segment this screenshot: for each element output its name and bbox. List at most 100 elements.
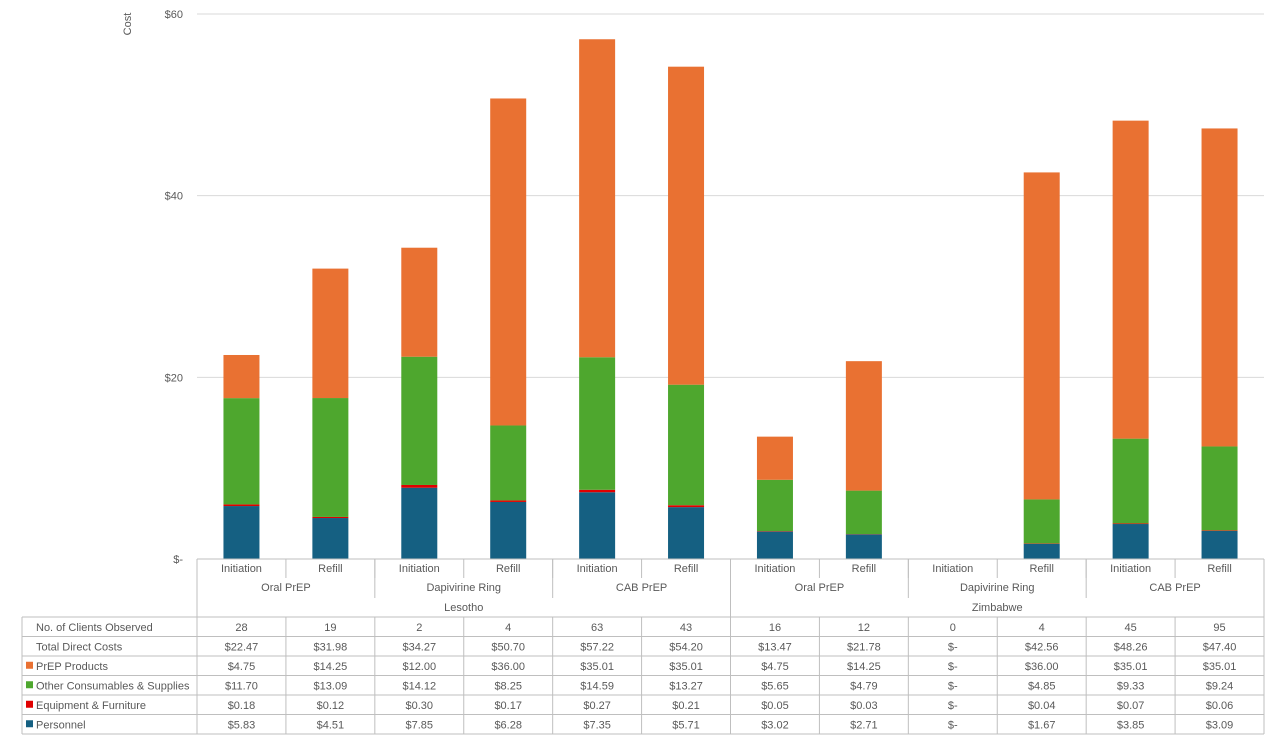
table-cell: $4.75: [761, 661, 789, 673]
x-group-label: Dapivirine Ring: [960, 582, 1035, 594]
x-country-label: Zimbabwe: [972, 602, 1023, 614]
y-axis: Cost $- $20 $40 $60: [122, 9, 183, 566]
bar-other-consumables-supplies-4: [579, 357, 616, 490]
table-cell: $11.70: [225, 680, 258, 692]
bar-equipment-furniture-10: [1112, 523, 1149, 525]
table-cell: 43: [680, 622, 692, 634]
x-tick-label: Refill: [496, 563, 520, 575]
legend-swatch: [26, 661, 33, 669]
bar-equipment-furniture-5: [668, 505, 705, 508]
table-cell: $0.03: [850, 700, 878, 712]
table-cell: $35.01: [580, 661, 614, 673]
y-tick-label: $60: [165, 9, 183, 21]
table-row-label: Equipment & Furniture: [36, 700, 146, 712]
x-tick-label: Refill: [1207, 563, 1231, 575]
table-cell: $35.01: [1114, 661, 1148, 673]
table-cell: 63: [591, 622, 603, 634]
table-cell: $36.00: [491, 661, 525, 673]
table-cell: $-: [948, 680, 958, 692]
table-cell: $22.47: [225, 641, 259, 653]
bar-other-consumables-supplies-0: [223, 398, 260, 505]
table-cell: $21.78: [847, 641, 881, 653]
x-tick-label: Initiation: [221, 563, 262, 575]
table-cell: $13.27: [669, 680, 703, 692]
bar-other-consumables-supplies-2: [401, 356, 438, 485]
bar-other-consumables-supplies-7: [845, 490, 882, 535]
table-cell: $13.09: [314, 680, 348, 692]
bar-personnel-6: [756, 531, 793, 559]
bar-personnel-0: [223, 506, 260, 559]
table-cell: $57.22: [580, 641, 614, 653]
table-cell: $0.30: [406, 700, 434, 712]
table-cell: $3.85: [1117, 719, 1145, 731]
bar-prep-products-6: [756, 436, 793, 480]
table-cell: $1.67: [1028, 719, 1056, 731]
table-cell: 0: [950, 622, 956, 634]
table-cell: 4: [1039, 622, 1045, 634]
bar-prep-products-10: [1112, 120, 1149, 439]
x-group-label: Oral PrEP: [795, 582, 845, 594]
table-row-label: Personnel: [36, 719, 86, 731]
x-tick-label: Refill: [674, 563, 698, 575]
table-cell: 28: [235, 622, 247, 634]
bar-equipment-furniture-2: [401, 484, 438, 488]
table-cell: $-: [948, 700, 958, 712]
bar-other-consumables-supplies-3: [490, 425, 527, 501]
bar-prep-products-11: [1201, 128, 1238, 447]
table-cell: $-: [948, 661, 958, 673]
table-cell: $54.20: [669, 641, 703, 653]
table-cell: $7.85: [406, 719, 434, 731]
table-cell: 16: [769, 622, 781, 634]
table-cell: $4.75: [228, 661, 256, 673]
table-cell: $4.85: [1028, 680, 1056, 692]
bar-equipment-furniture-4: [579, 489, 616, 493]
bar-personnel-4: [579, 492, 616, 559]
table-cell: 95: [1213, 622, 1225, 634]
table-cell: $0.21: [672, 700, 700, 712]
gridlines: [197, 13, 1264, 560]
bar-other-consumables-supplies-9: [1023, 499, 1060, 544]
table-cell: $47.40: [1203, 641, 1237, 653]
x-tick-label: Initiation: [577, 563, 618, 575]
table-cell: $4.79: [850, 680, 878, 692]
bar-prep-products-5: [668, 66, 705, 385]
table-cell: $14.59: [580, 680, 614, 692]
table-cell: 4: [505, 622, 511, 634]
y-tick-label: $20: [165, 372, 183, 384]
x-tick-label: Refill: [852, 563, 876, 575]
table-cell: $36.00: [1025, 661, 1059, 673]
x-axis-labels: Initiation Refill Initiation Refill Initiati…: [196, 558, 1265, 617]
bar-equipment-furniture-3: [490, 500, 527, 502]
table-cell: 19: [324, 622, 336, 634]
table-cell: $-: [948, 641, 958, 653]
table-cell: 2: [416, 622, 422, 634]
x-country-label: Lesotho: [444, 602, 483, 614]
table-cell: $5.71: [672, 719, 700, 731]
table-cell: $0.27: [583, 700, 611, 712]
table-cell: $35.01: [1203, 661, 1237, 673]
bar-personnel-2: [401, 487, 438, 559]
bar-equipment-furniture-1: [312, 516, 349, 519]
legend-swatch: [26, 720, 33, 728]
bar-prep-products-2: [401, 247, 438, 357]
table-cell: $9.24: [1206, 680, 1234, 692]
table-cell: $0.05: [761, 700, 789, 712]
table-cell: $8.25: [494, 680, 522, 692]
table-cell: 12: [858, 622, 870, 634]
table-row-label: Total Direct Costs: [36, 641, 123, 653]
table-cell: $50.70: [491, 641, 525, 653]
x-tick-label: Refill: [318, 563, 342, 575]
x-group-label: Dapivirine Ring: [426, 582, 501, 594]
bar-other-consumables-supplies-10: [1112, 438, 1149, 524]
table-cell: $2.71: [850, 719, 878, 731]
table-cell: $5.65: [761, 680, 789, 692]
table-cell: $0.18: [228, 700, 256, 712]
table-cell: $0.12: [317, 700, 345, 712]
bar-prep-products-7: [845, 361, 882, 491]
bar-personnel-11: [1201, 530, 1238, 559]
bar-personnel-10: [1112, 524, 1149, 559]
legend-swatch: [26, 681, 33, 689]
table-cell: $12.00: [402, 661, 436, 673]
bar-prep-products-1: [312, 268, 349, 399]
